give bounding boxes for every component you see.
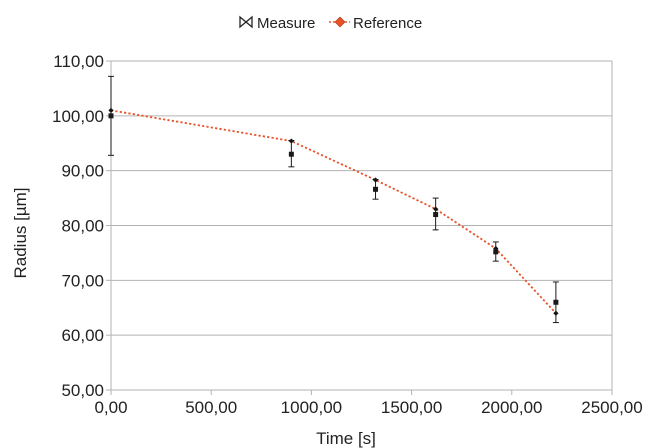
grid bbox=[111, 60, 612, 391]
measure-point bbox=[433, 212, 439, 218]
y-tick-label: 80,00 bbox=[61, 217, 104, 236]
legend-item-measure: Measure bbox=[239, 15, 315, 32]
x-axis-label: Time [s] bbox=[316, 429, 376, 448]
x-axis-ticks: 0,00 500,00 1000,00 1500,00 2000,00 2500,00 bbox=[94, 390, 643, 417]
y-tick-label: 110,00 bbox=[53, 52, 104, 71]
x-tick-label: 1000,00 bbox=[281, 398, 342, 417]
x-tick-label: 2000,00 bbox=[481, 398, 542, 417]
measure-point bbox=[108, 113, 114, 119]
x-tick-label: 2500,00 bbox=[581, 398, 642, 417]
legend-item-reference: Reference bbox=[329, 15, 422, 32]
x-tick-label: 1500,00 bbox=[381, 398, 442, 417]
legend-marker-measure bbox=[239, 15, 253, 29]
measure-point bbox=[553, 299, 559, 305]
measure-point bbox=[288, 151, 294, 157]
measure-point bbox=[373, 186, 379, 192]
measure-point bbox=[493, 249, 499, 255]
x-tick-label: 0,00 bbox=[94, 398, 127, 417]
legend: Measure Reference bbox=[239, 15, 422, 32]
reference-line bbox=[110, 109, 557, 314]
legend-marker-reference bbox=[334, 16, 346, 28]
y-axis-label: Radius [µm] bbox=[11, 187, 30, 278]
y-tick-label: 100,00 bbox=[52, 107, 104, 126]
x-tick-label: 500,00 bbox=[185, 398, 237, 417]
legend-label-measure: Measure bbox=[257, 15, 315, 32]
y-tick-label: 70,00 bbox=[61, 271, 104, 290]
y-axis-ticks: 50,00 60,00 70,00 80,00 90,00 100,00 110,00 bbox=[52, 52, 111, 400]
y-tick-label: 90,00 bbox=[61, 162, 104, 181]
series-measure bbox=[108, 75, 559, 324]
y-tick-label: 60,00 bbox=[61, 326, 104, 345]
y-tick-label: 50,00 bbox=[61, 381, 104, 400]
legend-label-reference: Reference bbox=[353, 15, 422, 32]
series-reference bbox=[108, 107, 559, 316]
